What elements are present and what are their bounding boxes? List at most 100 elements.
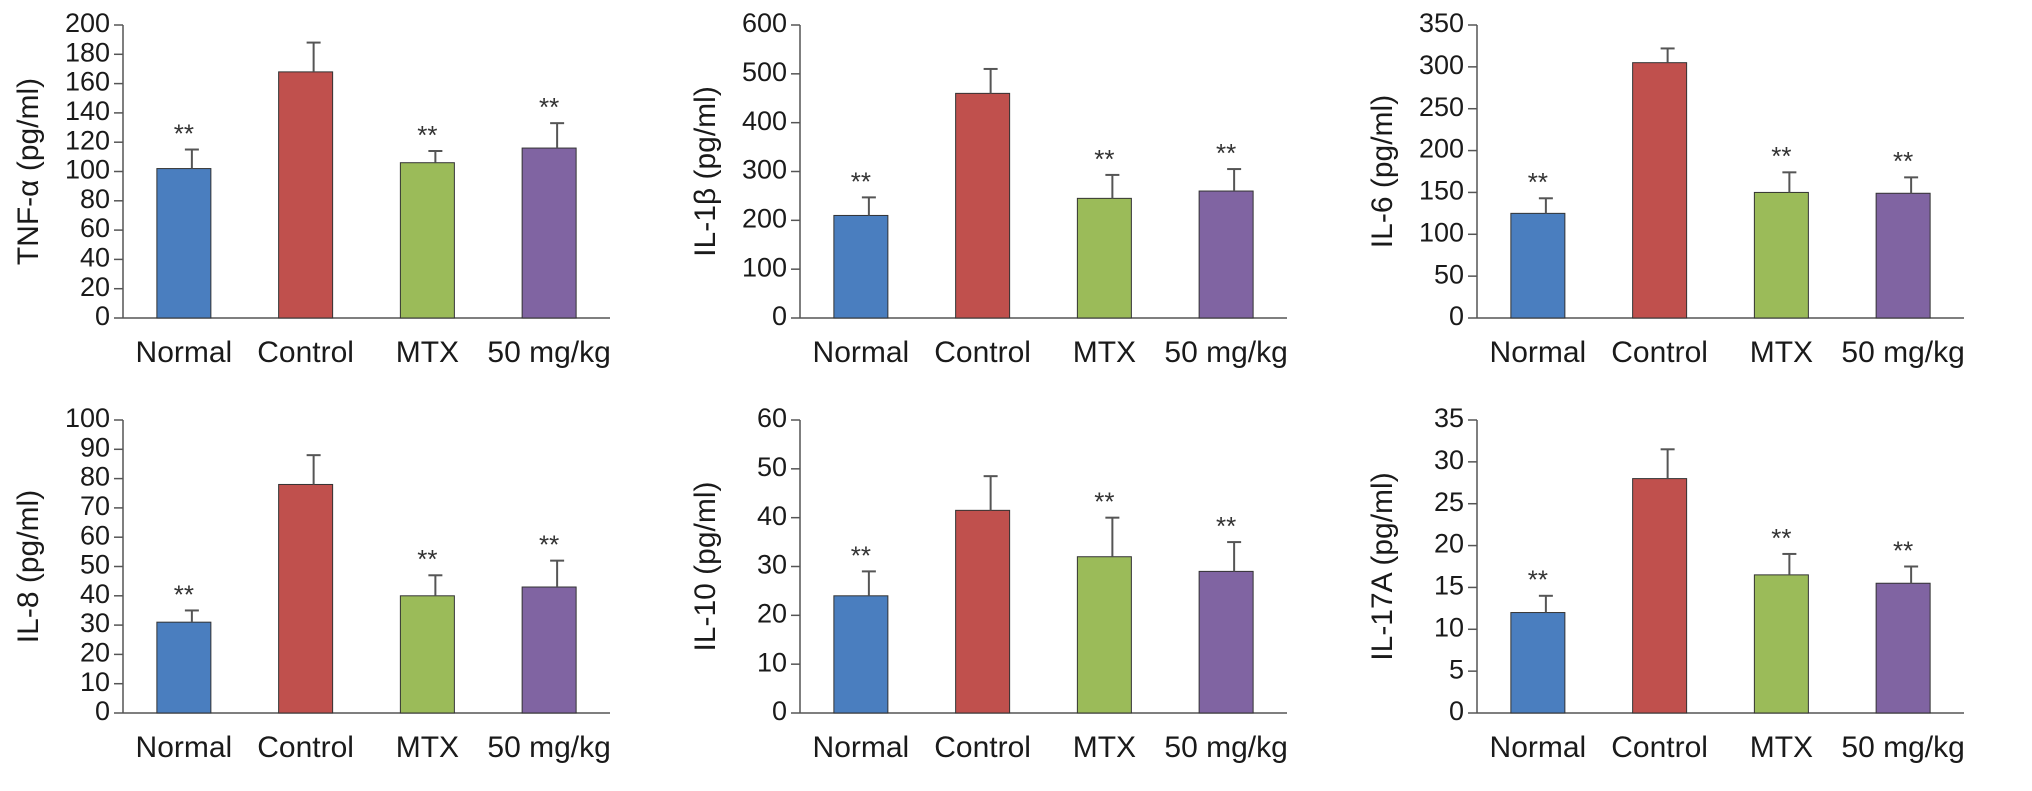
y-tick-label: 80	[80, 462, 110, 492]
bar	[521, 586, 577, 714]
y-tick-label: 180	[65, 37, 110, 67]
y-tick-label: 100	[65, 155, 110, 185]
category-label: MTX	[396, 731, 459, 764]
y-tick-label: 200	[1419, 134, 1464, 164]
y-axis-label: IL-10 (pg/ml)	[689, 481, 722, 651]
significance-label: **	[1216, 138, 1236, 168]
bar	[1875, 582, 1931, 714]
significance-label: **	[1528, 167, 1548, 197]
significance-label: **	[539, 92, 559, 122]
y-tick-label: 50	[757, 452, 787, 482]
y-tick-label: 40	[757, 501, 787, 531]
y-tick-label: 100	[65, 403, 110, 433]
bar	[955, 92, 1011, 319]
y-tick-label: 0	[772, 696, 787, 726]
significance-label: **	[1094, 487, 1114, 517]
y-tick-label: 600	[742, 8, 787, 38]
category-label: Control	[1611, 336, 1708, 369]
bar	[1076, 197, 1132, 319]
y-tick-label: 35	[1434, 403, 1464, 433]
y-tick-label: 200	[65, 8, 110, 38]
category-label: Control	[257, 731, 354, 764]
significance-label: **	[1216, 511, 1236, 541]
panel: IL-10 (pg/ml) 0 10 20 30 40 50 60 Normal ** Contro…	[689, 403, 1288, 764]
bar	[278, 71, 334, 319]
category-label: MTX	[396, 336, 459, 369]
panel: TNF-α (pg/ml) 020406080100120140160180200…	[12, 8, 611, 369]
y-tick-label: 15	[1434, 571, 1464, 601]
bar	[399, 162, 455, 319]
bar	[1076, 556, 1132, 714]
y-tick-label: 20	[80, 272, 110, 302]
category-label: Control	[934, 336, 1031, 369]
significance-label: **	[539, 530, 559, 560]
y-tick-label: 160	[65, 67, 110, 97]
y-tick-label: 0	[1449, 301, 1464, 331]
category-label: Control	[934, 731, 1031, 764]
y-tick-label: 0	[1449, 696, 1464, 726]
y-tick-label: 200	[742, 203, 787, 233]
category-label: 50 mg/kg	[487, 731, 610, 764]
y-tick-label: 5	[1449, 654, 1464, 684]
y-tick-label: 30	[1434, 445, 1464, 475]
bar	[833, 595, 889, 714]
y-tick-label: 250	[1419, 92, 1464, 122]
significance-label: **	[1094, 144, 1114, 174]
significance-label: **	[417, 544, 437, 574]
bar	[1753, 191, 1809, 319]
bar	[399, 595, 455, 714]
significance-label: **	[417, 120, 437, 150]
bar	[156, 168, 212, 319]
y-tick-label: 400	[742, 106, 787, 136]
y-tick-label: 350	[1419, 8, 1464, 38]
y-tick-label: 300	[1419, 50, 1464, 80]
bar	[1875, 192, 1931, 319]
category-label: Normal	[1490, 336, 1587, 369]
bar	[1753, 574, 1809, 714]
y-tick-label: 25	[1434, 487, 1464, 517]
category-label: 50 mg/kg	[1841, 336, 1964, 369]
significance-label: **	[174, 579, 194, 609]
category-label: Normal	[813, 336, 910, 369]
y-tick-label: 10	[1434, 612, 1464, 642]
y-tick-label: 60	[757, 403, 787, 433]
y-tick-label: 0	[772, 301, 787, 331]
category-label: MTX	[1750, 336, 1813, 369]
bar	[521, 147, 577, 319]
panel: IL-6 (pg/ml) 0 50 100 150 200 250 300 350 Normal *…	[1366, 8, 1965, 369]
y-tick-label: 20	[757, 598, 787, 628]
significance-label: **	[174, 118, 194, 148]
y-tick-label: 500	[742, 57, 787, 87]
y-axis-label: IL-17A (pg/ml)	[1366, 472, 1399, 660]
panel: IL-1β (pg/ml) 0 100 200 300 400 500 600 Normal **…	[689, 8, 1288, 369]
category-label: Control	[257, 336, 354, 369]
category-label: Normal	[136, 336, 233, 369]
significance-label: **	[1893, 146, 1913, 176]
bar	[955, 509, 1011, 714]
y-tick-label: 10	[757, 647, 787, 677]
significance-label: **	[851, 540, 871, 570]
category-label: Control	[1611, 731, 1708, 764]
y-tick-label: 50	[80, 550, 110, 580]
y-tick-label: 90	[80, 432, 110, 462]
y-axis-label: IL-8 (pg/ml)	[12, 490, 45, 643]
category-label: Normal	[813, 731, 910, 764]
category-label: MTX	[1073, 731, 1136, 764]
category-label: 50 mg/kg	[487, 336, 610, 369]
y-axis-label: IL-1β (pg/ml)	[689, 86, 722, 257]
bar	[156, 621, 212, 714]
bar	[1510, 212, 1566, 319]
y-tick-label: 80	[80, 184, 110, 214]
y-tick-label: 40	[80, 579, 110, 609]
bar	[278, 483, 334, 714]
y-tick-label: 40	[80, 243, 110, 273]
y-axis-label: TNF-α (pg/ml)	[12, 78, 45, 265]
category-label: MTX	[1750, 731, 1813, 764]
y-axis-label: IL-6 (pg/ml)	[1366, 95, 1399, 248]
y-tick-label: 20	[1434, 529, 1464, 559]
bar	[1198, 570, 1254, 714]
y-tick-label: 30	[757, 550, 787, 580]
y-tick-label: 0	[95, 301, 110, 331]
significance-label: **	[1771, 141, 1791, 171]
